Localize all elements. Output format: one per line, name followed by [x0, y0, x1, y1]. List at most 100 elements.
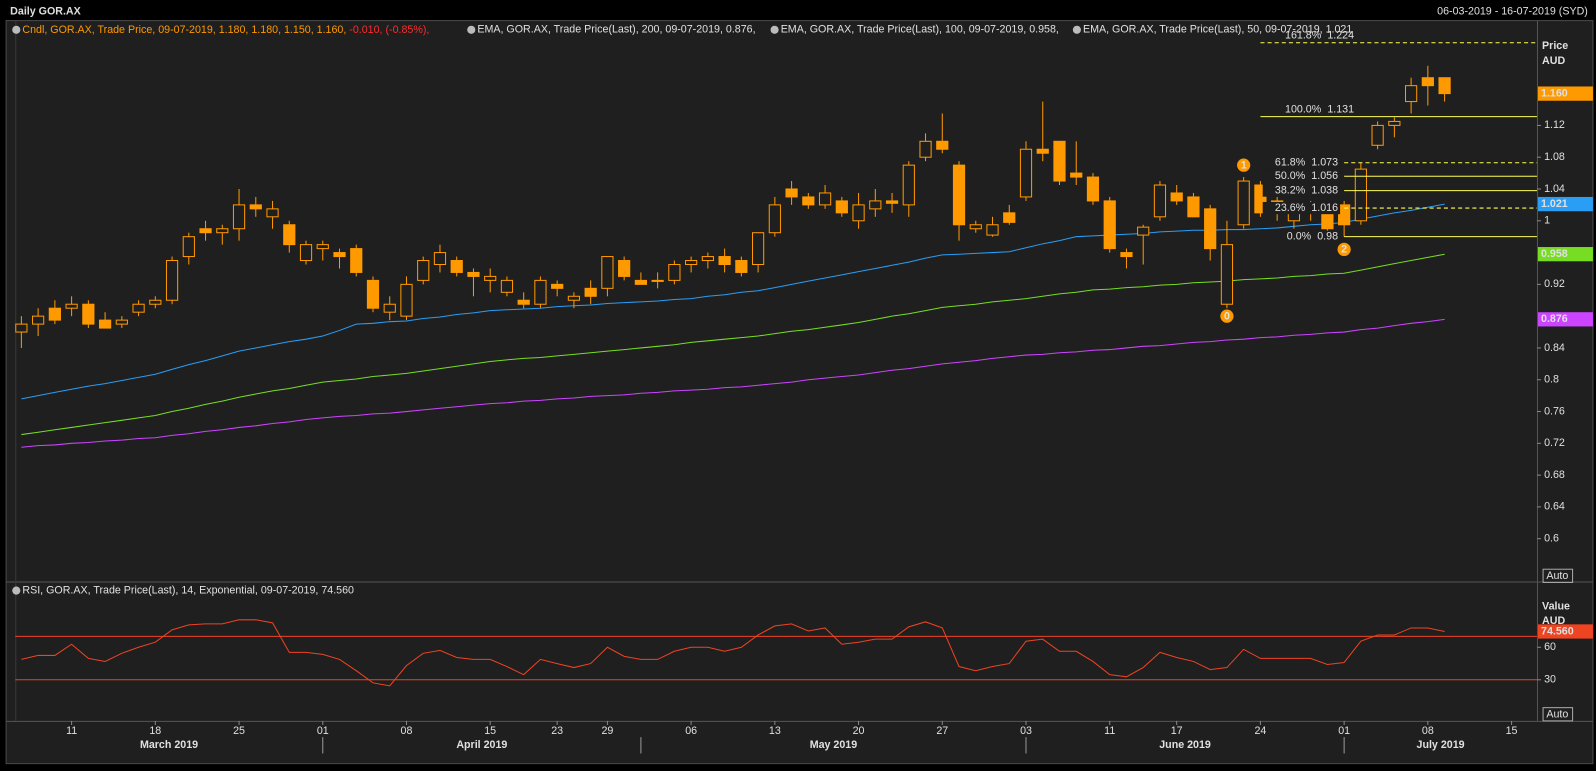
- candle-body: [601, 256, 614, 289]
- price-axis-title: Price: [1542, 40, 1568, 52]
- candle-body: [1338, 204, 1351, 226]
- x-tick-label: 08: [1422, 725, 1434, 737]
- fib-percent: 23.6%: [1275, 202, 1306, 214]
- ema-last-label-box: [1537, 247, 1593, 262]
- fib-percent: 100.0%: [1285, 103, 1322, 115]
- month-label: April 2019: [456, 739, 507, 751]
- auto-scale-label[interactable]: Auto: [1546, 709, 1568, 721]
- ema-last-label-box: [1537, 196, 1593, 212]
- chart-frame: [5, 20, 1594, 765]
- candle-body: [15, 323, 28, 333]
- legend-entry: EMA, GOR.AX, Trade Price(Last), 100, 09-…: [781, 24, 1059, 36]
- x-tick-label: 01: [1338, 725, 1350, 737]
- candle-body: [534, 279, 547, 305]
- candle-body: [1086, 176, 1100, 202]
- candle-body: [500, 279, 514, 293]
- candle-body: [802, 196, 815, 206]
- ema-line: [21, 253, 1445, 436]
- candle-body: [567, 295, 581, 301]
- window-title: Daily GOR.AX: [10, 5, 81, 17]
- candle-body: [1254, 184, 1267, 214]
- y-tick-label: 0.76: [1544, 405, 1565, 417]
- candle-body: [232, 204, 246, 230]
- y-tick-label: 30: [1544, 674, 1556, 686]
- auto-scale-button[interactable]: [1542, 707, 1574, 722]
- candle-body: [685, 260, 698, 266]
- candle-body: [165, 260, 179, 301]
- candle-body: [1103, 200, 1116, 250]
- x-tick-label: 24: [1254, 725, 1266, 737]
- legend-text: Cndl, GOR.AX, Trade Price, 09-07-2019, 1…: [22, 24, 349, 36]
- candle-body: [919, 140, 932, 158]
- candle-body: [668, 263, 681, 281]
- candle-body: [199, 228, 212, 234]
- candle-body: [350, 248, 363, 273]
- y-tick-label: 1.04: [1544, 183, 1565, 195]
- legend-entry: RSI, GOR.AX, Trade Price(Last), 14, Expo…: [22, 584, 354, 596]
- candle-body: [701, 256, 714, 262]
- legend-entry: EMA, GOR.AX, Trade Price(Last), 200, 09-…: [477, 24, 755, 36]
- fib-label-bg: [1262, 230, 1341, 243]
- candle-body: [1204, 208, 1217, 250]
- ema-last-label: 0.958: [1541, 248, 1568, 260]
- legend-icon: [12, 25, 21, 34]
- month-label: March 2019: [140, 739, 198, 751]
- candle-body: [768, 204, 781, 234]
- price-last-label-box: [1537, 86, 1593, 101]
- candle-body: [551, 283, 564, 289]
- x-tick-label: 03: [1020, 725, 1032, 737]
- x-tick-label: 11: [1104, 725, 1115, 737]
- candle-body: [1003, 212, 1016, 223]
- candle-body: [216, 228, 229, 234]
- candle-body: [818, 192, 832, 206]
- candle-body: [651, 279, 664, 282]
- x-tick-label: 20: [853, 725, 865, 737]
- candle-body: [584, 287, 597, 297]
- legend-icon: [467, 25, 476, 34]
- candle-body: [1070, 172, 1083, 178]
- candle-body: [82, 303, 95, 325]
- fib-value: 1.016: [1311, 202, 1338, 214]
- candle-body: [952, 164, 966, 226]
- fib-percent: 38.2%: [1275, 184, 1306, 196]
- ema-last-label-box: [1537, 312, 1593, 327]
- price-axis-unit: AUD: [1542, 55, 1565, 67]
- candle-body: [785, 188, 798, 198]
- x-tick-label: 06: [685, 725, 697, 737]
- candle-body: [969, 224, 982, 230]
- x-tick-label: 18: [149, 725, 161, 737]
- fib-percent: 0.0%: [1287, 231, 1312, 243]
- candle-body: [132, 303, 145, 313]
- auto-scale-button[interactable]: [1542, 568, 1574, 583]
- y-tick-label: 60: [1544, 641, 1556, 653]
- candle-body: [902, 164, 915, 206]
- fib-label-bg: [1262, 184, 1341, 197]
- candle-body: [48, 307, 61, 321]
- month-label: May 2019: [810, 739, 858, 751]
- candle-body: [869, 200, 882, 210]
- x-tick-label: 17: [1171, 725, 1183, 737]
- legend-icon: [1072, 25, 1081, 34]
- fib-value: 0.98: [1317, 231, 1338, 243]
- candle-body: [1170, 192, 1183, 202]
- auto-scale-label[interactable]: Auto: [1546, 570, 1568, 582]
- candle-body: [852, 204, 865, 222]
- candle-body: [467, 271, 480, 277]
- fib-point: [1237, 158, 1251, 172]
- fib-label-bg: [1262, 201, 1341, 215]
- legend-entry: Cndl, GOR.AX, Trade Price, 09-07-2019, 1…: [22, 24, 429, 36]
- y-tick-label: 0.8: [1544, 374, 1559, 386]
- candle-body: [936, 140, 949, 150]
- y-tick-label: 0.6: [1544, 533, 1559, 545]
- ema-line: [21, 318, 1445, 448]
- month-label: July 2019: [1417, 739, 1465, 751]
- y-tick-label: 0.92: [1544, 278, 1565, 290]
- fib-value: 1.073: [1311, 157, 1338, 169]
- fib-point: [1337, 242, 1351, 257]
- fib-point: [1220, 309, 1234, 323]
- candle-body: [450, 260, 463, 273]
- legend-icon: [770, 25, 779, 34]
- candle-body: [65, 303, 78, 309]
